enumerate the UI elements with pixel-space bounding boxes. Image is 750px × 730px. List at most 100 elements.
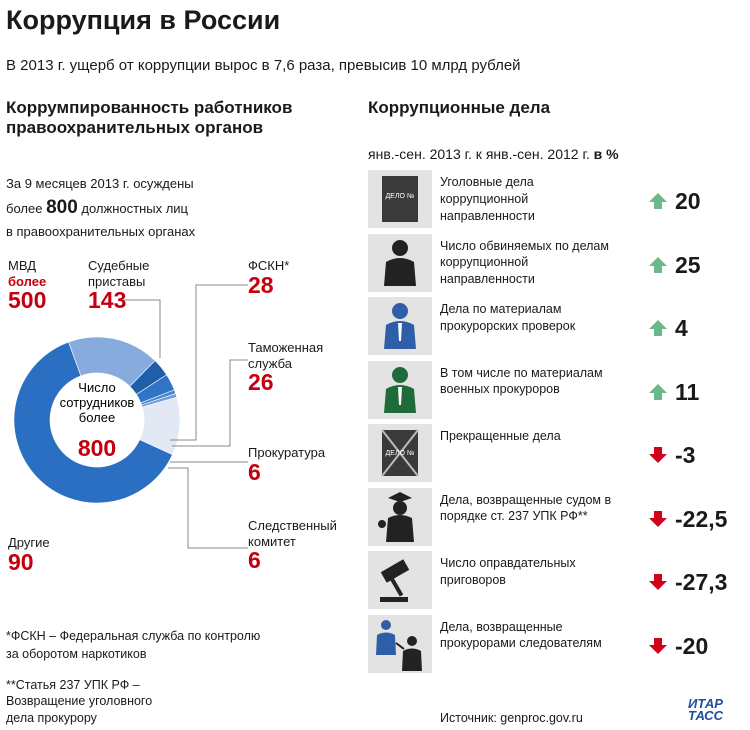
intro-text: должностных лиц (81, 200, 188, 216)
icon-box (368, 360, 432, 419)
icon-box: ДЕЛО № (368, 170, 432, 228)
icon-box (368, 233, 432, 292)
footnote-line: *ФСКН – Федеральная служба по контролю (6, 629, 261, 643)
subtitle: В 2013 г. ущерб от коррупции вырос в 7,6… (6, 57, 521, 74)
logo: ИТАР ТАСС (688, 696, 723, 724)
center-label: сотрудников (60, 395, 135, 410)
category: Судебные приставы (88, 258, 150, 289)
arrow-shape (649, 320, 667, 336)
change-value: 20 (675, 188, 701, 214)
slice-label: ФСКН* 28 (248, 258, 338, 297)
category: Таможенная служба (248, 340, 324, 371)
category: Прокуратура (248, 445, 326, 460)
period: янв.-сен. 2013 г. к янв.-сен. 2012 г. в … (368, 146, 619, 163)
change-value: -22,5 (675, 505, 728, 532)
value-label: 28 (248, 271, 274, 298)
icon: ДЕЛО № (382, 176, 418, 222)
heading-line: Коррумпированность работников (6, 98, 293, 117)
footnote: **Статья 237 УПК РФ – Возвращение уголов… (6, 677, 152, 726)
arrow-shape (649, 256, 667, 273)
leader-line (168, 467, 248, 549)
slice-label: МВД более 500 (8, 258, 68, 312)
icon-box (368, 551, 432, 609)
trend-arrow (649, 637, 667, 654)
value-label: 90 (8, 548, 34, 575)
left-heading: Коррумпированность работников правоохран… (6, 98, 292, 139)
slice-label: Таможенная служба 26 (248, 340, 338, 394)
trend-arrow (649, 574, 667, 590)
footnote: *ФСКН – Федеральная служба по контролю з… (6, 627, 260, 663)
center-value: 800 (78, 435, 116, 461)
change-value: 25 (675, 251, 701, 278)
footnote-line: **Статья 237 УПК РФ – (6, 678, 140, 692)
unit: в % (593, 146, 619, 162)
change-value: -20 (675, 632, 709, 659)
row-label: Дела по материалам прокурорских проверок (440, 302, 576, 333)
center-label: Число (78, 380, 115, 395)
trend-arrow (649, 383, 667, 400)
intro-line: в правоохранительных органах (6, 224, 196, 239)
footnote-line: Возвращение уголовного (6, 694, 153, 709)
arrow-shape (649, 447, 667, 463)
svg-text:ДЕЛО №: ДЕЛО № (386, 193, 415, 200)
icon (376, 619, 422, 671)
category: Следственный комитет (248, 518, 337, 549)
category: Другие (8, 535, 50, 550)
period-text: янв.-сен. 2013 г. к янв.-сен. 2012 г. (368, 146, 590, 162)
icon (378, 491, 414, 542)
slice-label: Следственный комитет 6 (248, 518, 348, 572)
heading-line: правоохранительных органов (6, 118, 264, 138)
intro-line: более 800 должностных лиц (6, 194, 195, 223)
footnote-line: за оборотом наркотиков (6, 647, 147, 662)
value-note: более (8, 273, 47, 289)
arrow-shape (649, 383, 667, 400)
value-label: 143 (88, 287, 127, 314)
value-label: 500 (8, 287, 47, 314)
slice-label: Судебные приставы 143 (88, 258, 168, 312)
intro-text: более (6, 200, 43, 216)
leader-line (170, 284, 248, 441)
center-label: более (79, 410, 115, 425)
arrow-shape (649, 637, 667, 654)
arrow-shape (649, 510, 667, 527)
slice-label: Другие 90 (8, 535, 68, 574)
row-label: Число оправдательных приговоров (440, 556, 576, 587)
trend-arrow (649, 510, 667, 527)
row-label: Дела, возвращенные прокурорами следовате… (440, 619, 602, 651)
icon (384, 303, 416, 349)
source: Источник: genproc.gov.ru (440, 711, 583, 725)
icon (384, 366, 416, 413)
value-label: 26 (248, 369, 274, 396)
right-heading: Коррупционные дела (368, 98, 551, 117)
icon-box (368, 614, 432, 673)
slice (139, 396, 181, 456)
value-label: 6 (248, 547, 261, 574)
icon-box: ДЕЛО № (368, 424, 432, 482)
slice (13, 341, 173, 504)
icon: ДЕЛО № (381, 429, 419, 477)
logo-line: ИТАР (688, 696, 723, 711)
leader-line (172, 359, 248, 447)
trend-arrow (649, 193, 667, 209)
row-label: Уголовные дела коррупционной направленно… (440, 175, 535, 223)
donut-hole (51, 374, 143, 466)
arrow-shape (649, 193, 667, 209)
footnote-line: дела прокурору (6, 710, 97, 725)
slice-label: Прокуратура 6 (248, 445, 338, 484)
leader-line (118, 299, 161, 358)
icon (380, 559, 410, 602)
icon (384, 239, 416, 286)
value-label: 6 (248, 458, 261, 485)
arrow-shape (649, 574, 667, 590)
trend-arrow (649, 447, 667, 463)
logo-line: ТАСС (688, 708, 723, 724)
trend-arrow (649, 320, 667, 336)
title: Коррупция в России (6, 5, 281, 35)
row-label: Дела, возвращенные судом в порядке ст. 2… (440, 492, 612, 524)
change-value: 11 (675, 378, 700, 405)
svg-text:ДЕЛО №: ДЕЛО № (386, 450, 415, 457)
change-value: 4 (675, 315, 688, 341)
category: ФСКН* (248, 258, 290, 273)
